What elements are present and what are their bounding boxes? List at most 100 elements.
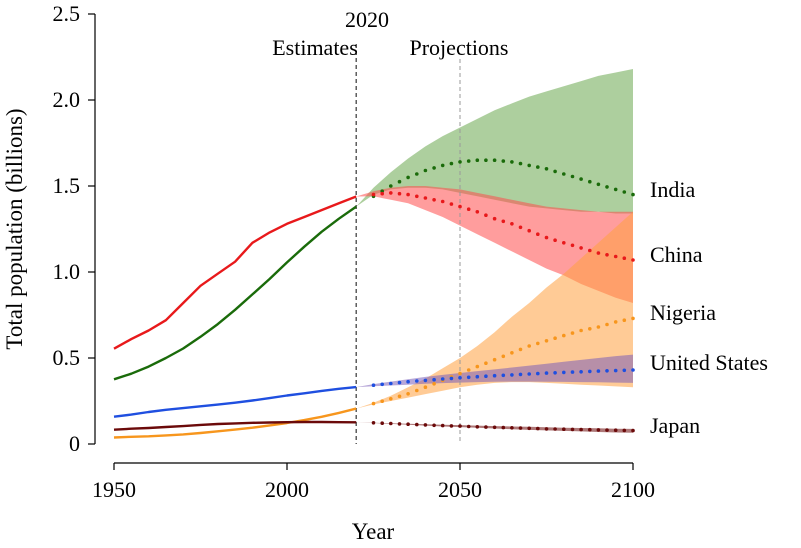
japan-projection-point [588,427,592,432]
united-states-projection-point [518,372,523,377]
china-projection-point [440,199,445,204]
nigeria-projection-point [579,328,583,333]
nigeria-projection-point [562,333,566,338]
india-projection-point [397,179,402,184]
japan-projection-point [510,426,514,430]
axes: 0 0.5 1.0 1.5 2.0 2.5 1950 2000 2050 2100 [53,1,656,502]
india-projection-point [466,159,471,163]
united-states-projection-point [492,373,497,378]
india-projection-point [527,163,531,168]
y-tick-label: 0.5 [53,345,81,370]
japan-projection-point [380,421,385,426]
united-states-projection-point [588,369,592,374]
china-projection-point [544,235,549,240]
label-united-states: United States [650,350,768,375]
united-states-projection-point [449,376,454,381]
united-states-projection-point [596,369,601,373]
label-nigeria: Nigeria [650,300,716,325]
nigeria-projection-point [596,325,601,329]
series-lines [113,158,635,439]
united-states-projection-point [423,378,428,383]
china-projection-point [415,194,419,199]
india-estimate-line [113,205,357,381]
united-states-projection-point [466,375,471,380]
india-projection-point [415,172,419,176]
japan-projection-point [466,424,471,429]
japan-estimate-line [113,420,357,431]
india-projection-point [440,163,445,168]
nigeria-projection-point [380,399,385,404]
nigeria-projection-point [588,327,592,331]
japan-projection-point [596,428,601,432]
china-projection-point [510,222,514,226]
india-projection-point [389,184,393,188]
x-tick-label: 2050 [438,477,482,502]
united-states-projection-point [605,369,609,373]
annotation-year-2020: 2020 [345,7,389,32]
nigeria-projection-point [371,401,376,406]
united-states-projection-point [510,373,514,377]
japan-projection-point [501,425,506,430]
nigeria-projection-point [501,354,506,359]
china-projection-point [613,254,618,259]
china-projection-point [484,213,488,217]
annotation-projections: Projections [410,35,509,60]
china-projection-point [423,196,428,200]
nigeria-projection-point [484,361,488,366]
india-projection-point [613,187,618,192]
united-states-projection-point [380,382,385,387]
label-india: India [650,177,695,202]
united-states-projection-point [613,368,618,373]
japan-projection-point [432,423,436,428]
india-projection-point [605,185,609,189]
japan-projection-point [527,426,531,431]
label-china: China [650,242,703,267]
y-tick-label: 2.5 [53,1,81,26]
china-projection-point [605,253,609,257]
nigeria-projection-point [631,316,635,321]
china-projection-point [475,210,480,214]
china-projection-point [570,243,575,248]
nigeria-projection-point [458,371,462,376]
india-projection-point [484,158,488,162]
y-axis-title: Total population (billions) [2,108,27,349]
nigeria-projection-point [510,351,514,355]
united-states-projection-point [527,372,531,376]
nigeria-projection-point [527,344,531,348]
united-states-projection-point [579,370,583,374]
india-projection-point [596,182,601,187]
japan-projection-point [570,427,575,432]
india-projection-point [553,169,557,174]
japan-projection-point [579,427,583,432]
united-states-projection-point [432,377,436,382]
nigeria-projection-point [553,336,557,341]
annotation-estimates: Estimates [272,35,358,60]
nigeria-projection-point [397,394,402,399]
china-projection-point [527,228,531,233]
china-projection-point [406,192,410,197]
japan-projection-point [475,425,480,429]
nigeria-projection-point [536,341,540,346]
nigeria-projection-point [492,357,497,362]
united-states-projection-point [562,370,566,375]
nigeria-projection-point [432,382,436,386]
nigeria-projection-point [466,368,471,372]
japan-projection-point [423,423,428,427]
india-projection-point [579,177,583,181]
japan-projection-point [397,422,402,426]
japan-projection-point [544,427,549,431]
x-axis-title: Year [352,519,395,544]
india-projection-point [423,168,428,173]
united-states-projection-point [406,379,410,384]
china-projection-point [562,241,566,245]
india-projection-point [588,179,592,184]
nigeria-estimate-line [113,407,357,439]
china-projection-point [501,219,506,224]
china-projection-point [588,248,592,253]
x-tick-label: 2000 [265,477,309,502]
japan-projection-point [449,424,454,428]
united-states-projection-point [415,379,419,383]
india-projection-point [492,158,497,162]
japan-projection-point [440,423,445,428]
